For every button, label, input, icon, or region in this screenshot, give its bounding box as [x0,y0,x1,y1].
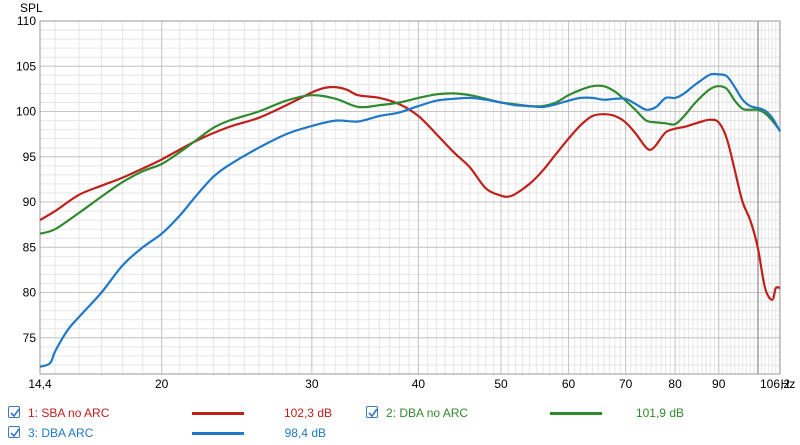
x-tick-label: 106,2 [760,377,790,391]
series-2-checkbox[interactable] [366,406,378,418]
x-tick-label: 90 [712,377,726,391]
x-tick-label: 70 [619,377,633,391]
series-1-swatch [192,412,244,415]
series-2-label: 2: DBA no ARC [386,406,469,420]
checkmark-icon [10,408,20,418]
x-tick-label: 40 [412,377,426,391]
y-tick-label: 110 [17,14,36,28]
spl-chart: 110 105 100 95 90 85 80 75 14,4 20 30 40 50 60 70 80 90… [16,1,795,391]
legend-item-dba-no-arc[interactable]: 2: DBA no ARC 101,9 dB [366,405,706,421]
y-tick-label: 100 [16,105,36,119]
y-tick-label: 85 [23,240,37,254]
legend-item-sba-no-arc[interactable]: 1: SBA no ARC 102,3 dB [8,405,348,421]
legend-item-dba-arc[interactable]: 3: DBA ARC 98,4 dB [8,425,348,441]
series-3-level: 98,4 dB [284,426,326,440]
x-tick-label: 50 [494,377,508,391]
y-tick-label: 75 [23,331,37,345]
legend: 1: SBA no ARC 102,3 dB 2: DBA no ARC 101… [0,400,800,445]
series-layer [39,72,781,368]
major-grid [39,20,781,374]
y-tick-label: 90 [23,195,37,209]
y-tick-label: 80 [23,286,37,300]
plot-frame [39,20,781,375]
series-line-1 [39,85,781,301]
y-tick-label: 105 [16,59,36,73]
checkmark-icon [10,428,20,438]
checkmark-icon [368,408,378,418]
series-line-3 [39,72,781,368]
series-1-level: 102,3 dB [283,406,332,420]
series-3-swatch [192,432,244,435]
y-tick-label: 95 [23,150,37,164]
x-axis-ticks: 14,4 20 30 40 50 60 70 80 90 106,2Hz [28,377,795,391]
x-tick-label: 60 [562,377,576,391]
series-1-label: 1: SBA no ARC [28,406,110,420]
series-1-checkbox[interactable] [8,406,20,418]
series-3-checkbox[interactable] [8,426,20,438]
x-unit-label: Hz [781,377,796,391]
y-axis-ticks: 110 105 100 95 90 85 80 75 [16,14,36,345]
x-tick-label: 80 [668,377,682,391]
series-2-swatch [550,412,602,415]
x-tick-label: 20 [155,377,169,391]
y-axis-label: SPL [20,1,43,15]
x-tick-label: 14,4 [28,377,52,391]
series-3-label: 3: DBA ARC [28,426,94,440]
series-2-level: 101,9 dB [635,406,684,420]
x-tick-label: 30 [305,377,319,391]
minor-grid [40,21,780,374]
